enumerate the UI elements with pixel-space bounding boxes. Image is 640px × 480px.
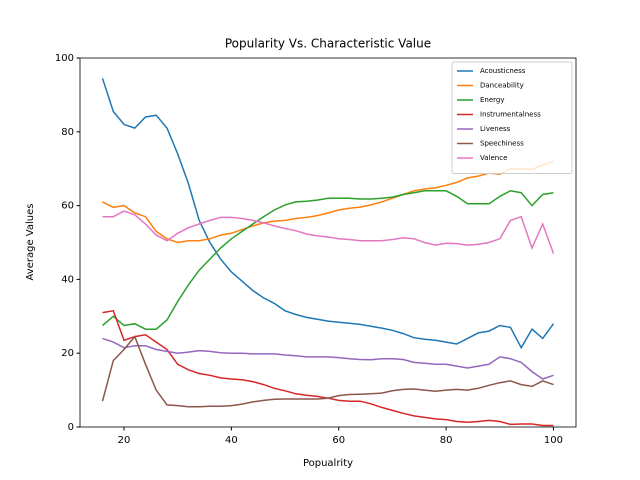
y-tick-label: 100 xyxy=(55,53,74,64)
line-series xyxy=(102,309,554,427)
line-series xyxy=(101,335,554,408)
legend-label: Acousticness xyxy=(480,67,526,75)
x-tick-label: 40 xyxy=(225,435,238,446)
x-tick-label: 80 xyxy=(440,435,453,446)
chart-title: Popularity Vs. Characteristic Value xyxy=(225,37,431,51)
legend-label: Speechiness xyxy=(480,140,524,148)
y-tick-label: 20 xyxy=(61,348,74,359)
line-series xyxy=(101,78,555,350)
legend-label: Energy xyxy=(480,96,505,104)
line-series xyxy=(102,210,555,254)
legend-label: Danceability xyxy=(480,82,524,90)
x-tick-label: 60 xyxy=(332,435,345,446)
plot-frame xyxy=(79,57,577,428)
legend-label: Instrumentalness xyxy=(480,111,541,119)
y-tick-label: 60 xyxy=(61,201,74,212)
legend-label: Valence xyxy=(480,154,507,162)
y-tick-label: 40 xyxy=(61,274,74,285)
line-series xyxy=(102,160,554,244)
y-axis-label: Average Values xyxy=(25,204,36,281)
line-series xyxy=(102,190,554,330)
legend-box xyxy=(451,61,573,174)
y-tick-label: 0 xyxy=(68,422,74,433)
legend-label: Liveness xyxy=(480,125,511,133)
x-tick-label: 100 xyxy=(544,435,563,446)
x-axis-label: Popualrity xyxy=(303,458,353,469)
x-tick-label: 20 xyxy=(118,435,131,446)
y-tick-label: 80 xyxy=(61,127,74,138)
line-series xyxy=(102,337,554,380)
